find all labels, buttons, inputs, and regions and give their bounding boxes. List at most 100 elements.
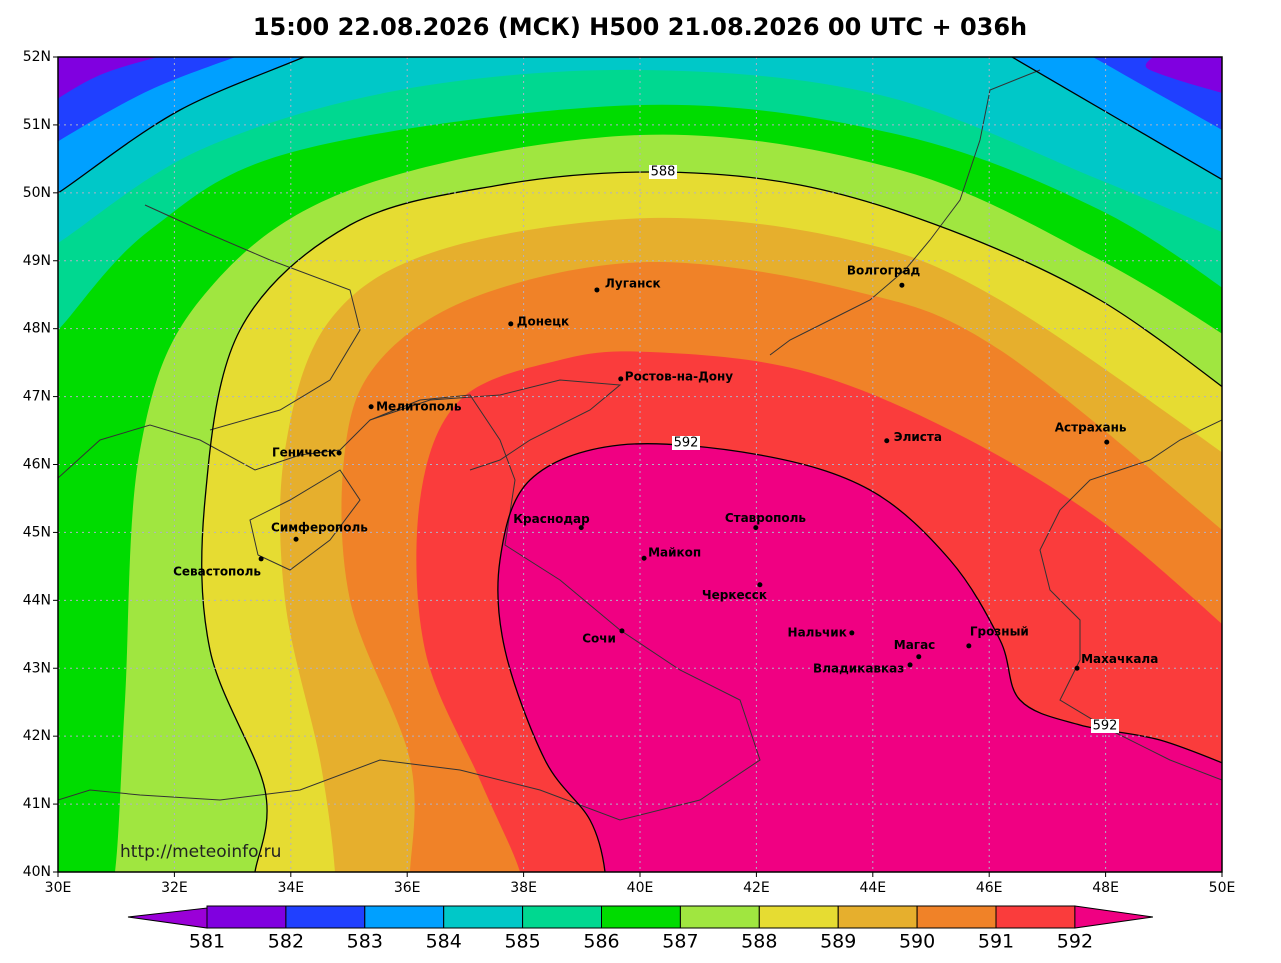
colorbar-label: 592	[1057, 931, 1093, 953]
city-label: Луганск	[605, 276, 661, 290]
overlay: 30E 32E 34E 36E 38E 40E 42E 44E 46E 48E 50E 40N 41N 4…	[23, 49, 1236, 896]
city-dot	[618, 376, 624, 382]
city-label: Махачкала	[1081, 652, 1158, 666]
y-tick-label: 45N	[23, 524, 51, 540]
city-dot	[641, 555, 647, 561]
crimea-coast	[249, 469, 361, 571]
city-dot	[966, 643, 972, 649]
city-label: Севастополь	[173, 564, 261, 578]
city-label: Астрахань	[1055, 421, 1127, 435]
colorbar-label: 584	[426, 931, 462, 953]
source-url: http://meteoinfo.ru	[120, 842, 281, 862]
colorbar-segment	[364, 905, 445, 929]
colorbar-segment	[837, 905, 918, 929]
city-label: Волгоград	[847, 264, 921, 278]
city-dot	[757, 582, 763, 588]
black-sea-coast	[58, 394, 761, 821]
x-tick-label: 32E	[161, 880, 188, 896]
city-label: Владикавказ	[813, 661, 904, 675]
city-dot	[1074, 665, 1080, 671]
colorbar-label: 585	[504, 931, 540, 953]
city-label: Ростов-на-Дону	[625, 369, 734, 383]
colorbar-segment	[443, 905, 524, 929]
colorbar-label: 582	[268, 931, 304, 953]
colorbar-segment	[758, 905, 839, 929]
city-dot	[293, 536, 299, 542]
y-tick-label: 51N	[23, 117, 51, 133]
city-label: Симферополь	[271, 521, 368, 535]
city-label: Магас	[894, 638, 936, 652]
colorbar-segment	[1074, 905, 1153, 929]
y-tick-label: 47N	[23, 389, 51, 405]
colorbar-segment	[601, 905, 681, 929]
city-dot	[849, 630, 855, 636]
contour-label: 592	[674, 436, 699, 451]
city-label: Ставрополь	[725, 511, 807, 525]
contour-label: 592	[1093, 719, 1118, 734]
y-tick-label: 42N	[23, 728, 51, 744]
y-tick-label: 40N	[23, 864, 51, 880]
y-tick-label: 44N	[23, 592, 51, 608]
colorbar-label: 589	[820, 931, 856, 953]
city-label: Элиста	[894, 430, 942, 444]
city-dot	[368, 404, 374, 410]
y-tick-label: 43N	[23, 660, 51, 676]
colorbar-segment	[522, 905, 602, 929]
y-tick-label: 46N	[23, 457, 51, 473]
city-dot	[578, 525, 584, 531]
contour-label-bg	[1091, 719, 1119, 733]
x-tick-label: 38E	[510, 880, 537, 896]
colorbar-label: 583	[347, 931, 383, 953]
city-dot	[594, 287, 600, 293]
contour-label: 588	[651, 165, 676, 180]
colorbar-segment	[916, 905, 997, 929]
city-label: Грозный	[970, 624, 1029, 638]
contour-label-bg	[649, 165, 677, 179]
city-dot	[619, 628, 625, 634]
colorbar-segment	[127, 907, 208, 929]
grid	[58, 57, 1222, 872]
city-dot	[508, 321, 514, 327]
x-tick-label: 42E	[743, 880, 770, 896]
colorbar-label: 581	[189, 931, 225, 953]
x-tick-label: 44E	[859, 880, 886, 896]
y-tick-label: 52N	[23, 49, 51, 65]
city-label: Донецк	[517, 314, 569, 328]
y-tick-label: 41N	[23, 796, 51, 812]
colorbar-label: 590	[899, 931, 935, 953]
colorbar-segment	[679, 905, 760, 929]
title: 15:00 22.08.2026 (МСК) H500 21.08.2026 0…	[253, 13, 1027, 41]
city-label: Черкесск	[702, 588, 767, 602]
city-dot	[899, 282, 905, 288]
city-dot	[753, 525, 759, 531]
azov-coast	[369, 379, 622, 471]
city-label: Сочи	[582, 631, 616, 645]
volga	[769, 69, 1041, 356]
x-tick-label: 30E	[45, 880, 72, 896]
y-tick-label: 49N	[23, 253, 51, 269]
city-dot	[1104, 439, 1110, 445]
city-label: Мелитополь	[376, 399, 462, 413]
x-tick-label: 48E	[1092, 880, 1119, 896]
city-dot	[907, 662, 913, 668]
x-tick-label: 46E	[976, 880, 1003, 896]
city-label: Майкоп	[648, 546, 701, 560]
y-tick-label: 48N	[23, 321, 51, 337]
y-tick-label: 50N	[23, 185, 51, 201]
city-dot	[258, 556, 264, 562]
city-dot	[884, 438, 890, 444]
dnieper	[144, 204, 361, 431]
city-dot	[336, 450, 342, 456]
city-label: Геническ	[272, 445, 336, 459]
contour-label-bg	[672, 436, 700, 450]
x-tick-label: 34E	[277, 880, 304, 896]
city-dot	[916, 654, 922, 660]
colorbar-label: 587	[662, 931, 698, 953]
contour-line	[58, 57, 1222, 194]
contour-line	[497, 443, 1222, 872]
colorbar-segment	[995, 905, 1076, 929]
contour-line	[201, 171, 1222, 872]
band	[497, 443, 1222, 872]
city-label: Краснодар	[513, 512, 590, 526]
